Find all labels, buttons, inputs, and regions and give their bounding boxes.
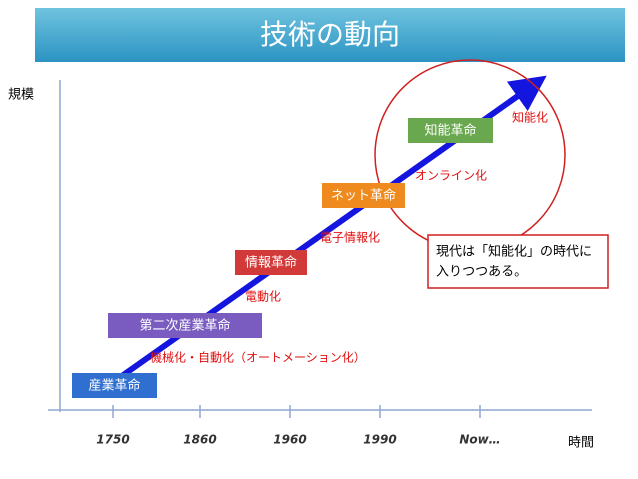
stage-label: 知能革命 [424,123,476,139]
x-tick-label: 1960 [273,433,306,447]
stage-box [408,118,493,143]
x-tick-label: 1990 [363,433,396,447]
x-tick-label: Now… [459,433,500,447]
y-axis-label: 規模 [8,88,34,103]
stage-note: 機械化・自動化（オートメーション化） [150,350,366,365]
stage-note: 電動化 [245,290,281,304]
x-tick-label: 1860 [183,433,216,447]
stage-box [322,183,405,208]
callout-line: 現代は「知能化」の時代に [436,244,592,260]
stage-note: 電子情報化 [320,231,380,245]
highlight-circle [374,59,566,251]
callout-line: 入りつつある。 [436,265,527,280]
stage-label: 産業革命 [88,378,140,394]
stage-label: 第二次産業革命 [139,318,230,334]
stage-note: 知能化 [512,111,548,125]
stage-box [235,250,307,275]
x-tick-label: 1750 [96,433,129,447]
stage-label: 情報革命 [245,255,297,271]
stage-note: オンライン化 [415,169,487,183]
title-bar [35,8,625,62]
x-axis-label: 時間 [568,436,594,451]
stage-box [108,313,262,338]
stage-box [72,373,157,398]
stage-label: ネット革命 [331,188,396,204]
title: 技術の動向 [260,18,400,51]
callout-box [427,234,609,289]
